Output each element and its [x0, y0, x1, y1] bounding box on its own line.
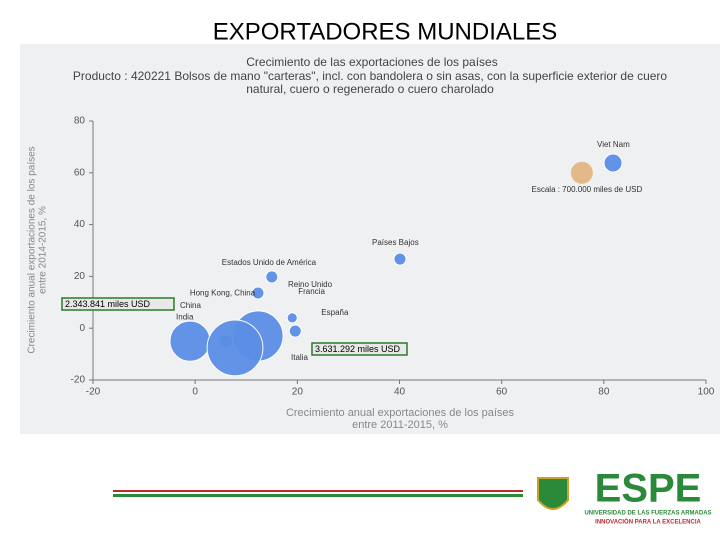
- scale-label: Escala : 700.000 miles de USD: [532, 185, 643, 194]
- annotation-box: [311, 342, 408, 356]
- bubble: [206, 319, 264, 377]
- x-axis-label: entre 2011-2015, %: [352, 419, 448, 431]
- y-axis-label: Crecimiento anual exportaciones de los p…: [27, 146, 38, 353]
- y-tick-label: 80: [74, 116, 86, 127]
- y-axis-label-group: Crecimiento anual exportaciones de los p…: [27, 146, 49, 353]
- y-tick-label: 20: [74, 271, 86, 282]
- crest: [537, 477, 569, 510]
- x-tick-label: 40: [394, 387, 406, 398]
- x-tick-label: -20: [86, 387, 101, 398]
- footer-bar-red: [113, 490, 523, 492]
- bubble-label: Estados Unido de América: [222, 258, 317, 267]
- bubble-label: Viet Nam: [597, 140, 630, 149]
- x-tick-label: 100: [698, 387, 715, 398]
- bubble: [169, 320, 211, 362]
- bubble: [393, 252, 407, 266]
- chart-subtitle: natural, cuero o regenerado o cuero char…: [246, 82, 494, 96]
- bubble: [288, 324, 302, 338]
- x-tick-label: 60: [496, 387, 508, 398]
- chart-panel: [20, 44, 720, 434]
- brand-line: UNIVERSIDAD DE LAS FUERZAS ARMADAS: [584, 511, 711, 517]
- bubble-label: India: [176, 312, 194, 321]
- footer-bar-green: [113, 494, 523, 497]
- x-tick-label: 20: [292, 387, 304, 398]
- y-tick-label: 40: [74, 219, 86, 230]
- bubble-label: Países Bajos: [372, 238, 419, 247]
- chart-subtitle: Producto : 420221 Bolsos de mano "carter…: [73, 69, 668, 83]
- annotation: 2.343.841 miles USD: [65, 299, 151, 309]
- bubble-label: España: [321, 308, 349, 317]
- bubble: [251, 286, 265, 300]
- bubble: [265, 270, 279, 284]
- x-axis-label: Crecimiento anual exportaciones de los p…: [286, 407, 515, 419]
- y-axis-label: entre 2014-2015, %: [38, 206, 49, 294]
- bubble-label: Francia: [298, 287, 325, 296]
- bubble-label: Hong Kong, China: [190, 288, 256, 297]
- brand-line: INNOVACIÓN PARA LA EXCELENCIA: [595, 518, 701, 526]
- bubble-label: Reino Unido: [288, 280, 333, 289]
- y-tick-label: 0: [79, 323, 85, 334]
- chart-title: Crecimiento de las exportaciones de los …: [246, 55, 497, 69]
- slide-title: EXPORTADORES MUNDIALES: [213, 18, 558, 45]
- y-tick-label: 60: [74, 167, 86, 178]
- bubble: [286, 312, 298, 324]
- bubble-label: Italia: [291, 353, 308, 362]
- annotation: 3.631.292 miles USD: [315, 344, 401, 354]
- bubble-label: China: [180, 301, 201, 310]
- annotation-box: [61, 297, 175, 311]
- x-tick-label: 0: [192, 387, 198, 398]
- scale-bubble: [570, 161, 593, 184]
- x-tick-label: 80: [598, 387, 610, 398]
- brand: ESPE: [595, 467, 702, 511]
- y-tick-label: -20: [71, 375, 86, 386]
- bubble: [603, 153, 623, 173]
